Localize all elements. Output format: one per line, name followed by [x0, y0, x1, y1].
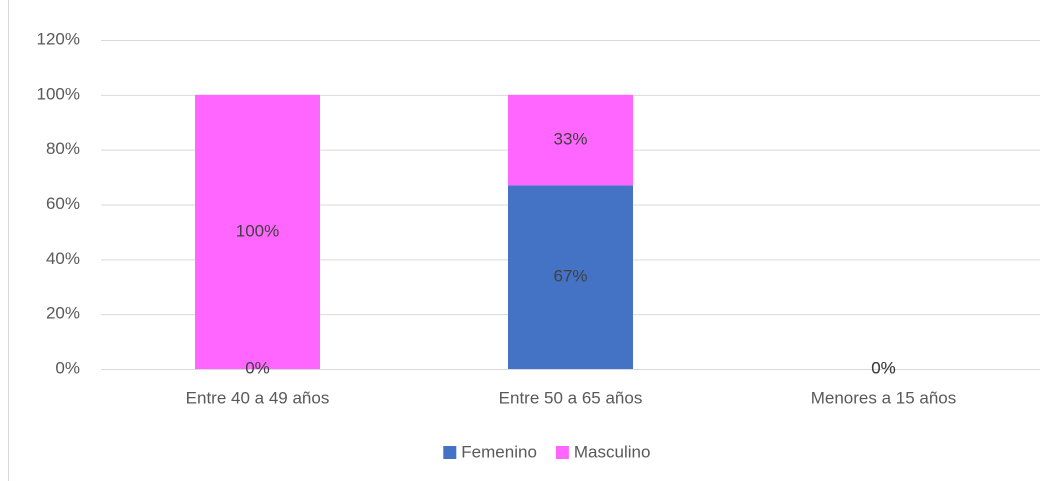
data-label: 0% [245, 358, 270, 377]
x-tick-label: Entre 40 a 49 años [186, 388, 330, 407]
data-label: 0% [871, 358, 896, 377]
data-label: 33% [553, 130, 587, 149]
legend-swatch [443, 446, 457, 459]
bar-segment [508, 94, 633, 186]
x-tick-label: Entre 50 a 65 años [499, 388, 643, 407]
y-tick-label: 20% [46, 304, 80, 323]
data-label: 100% [236, 221, 279, 240]
bar-segment [508, 185, 633, 369]
x-tick-label: Menores a 15 años [811, 388, 957, 407]
bar-segment [195, 94, 320, 369]
y-tick-label: 0% [55, 358, 80, 377]
y-tick-label: 100% [37, 84, 80, 103]
y-tick-label: 120% [37, 29, 80, 48]
data-label: 67% [553, 267, 587, 286]
y-tick-label: 80% [46, 139, 80, 158]
data-label: 0% [871, 358, 896, 377]
y-tick-label: 60% [46, 194, 80, 213]
y-tick-label: 40% [46, 249, 80, 268]
legend-label: Masculino [574, 442, 651, 461]
legend-swatch [555, 446, 569, 459]
legend-label: Femenino [461, 442, 537, 461]
